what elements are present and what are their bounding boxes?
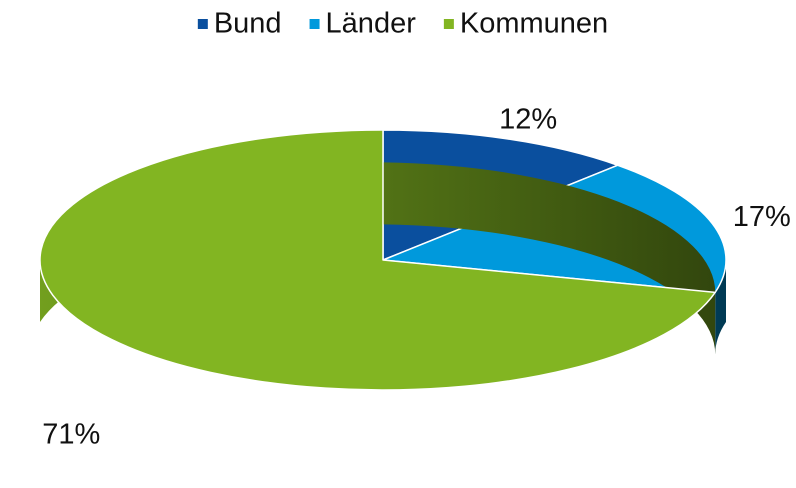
legend-label: Länder	[326, 8, 417, 40]
legend-label: Bund	[214, 8, 282, 40]
data-label: 12%	[499, 104, 557, 136]
slice-top	[39, 129, 716, 391]
legend-swatch	[443, 19, 454, 29]
legend: Bund Länder Kommunen	[197, 8, 608, 40]
slice	[39, 129, 716, 391]
legend-label: Kommunen	[460, 8, 608, 40]
data-label: 71%	[42, 418, 100, 450]
legend-swatch	[309, 19, 320, 29]
legend-swatch	[197, 19, 208, 29]
data-label: 17%	[733, 201, 791, 233]
